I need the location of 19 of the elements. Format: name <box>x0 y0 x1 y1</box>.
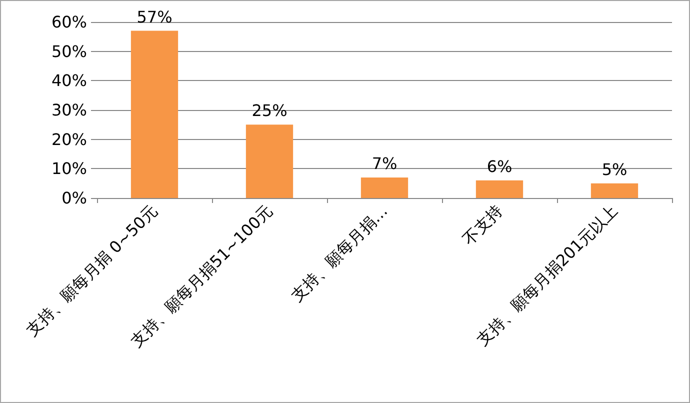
bar <box>590 183 638 198</box>
data-label: 25% <box>252 101 288 120</box>
y-tick-label: 10% <box>51 159 87 178</box>
bar <box>476 180 524 198</box>
y-tick-label: 50% <box>51 42 87 61</box>
data-label: 57% <box>136 7 172 26</box>
y-tick-label: 20% <box>51 130 87 149</box>
data-label: 7% <box>372 154 398 173</box>
bar <box>130 30 178 198</box>
bar <box>360 177 408 198</box>
x-tick-label: 支持、願每月捐… <box>287 201 392 306</box>
data-label: 5% <box>602 160 628 179</box>
y-tick-label: 60% <box>51 12 87 32</box>
y-tick-label: 0% <box>62 188 87 208</box>
y-tick-label: 30% <box>51 100 87 120</box>
bar <box>246 124 294 198</box>
data-label: 6% <box>486 156 512 176</box>
y-tick-label: 40% <box>51 71 87 90</box>
x-tick-label: 不支持 <box>458 201 506 249</box>
